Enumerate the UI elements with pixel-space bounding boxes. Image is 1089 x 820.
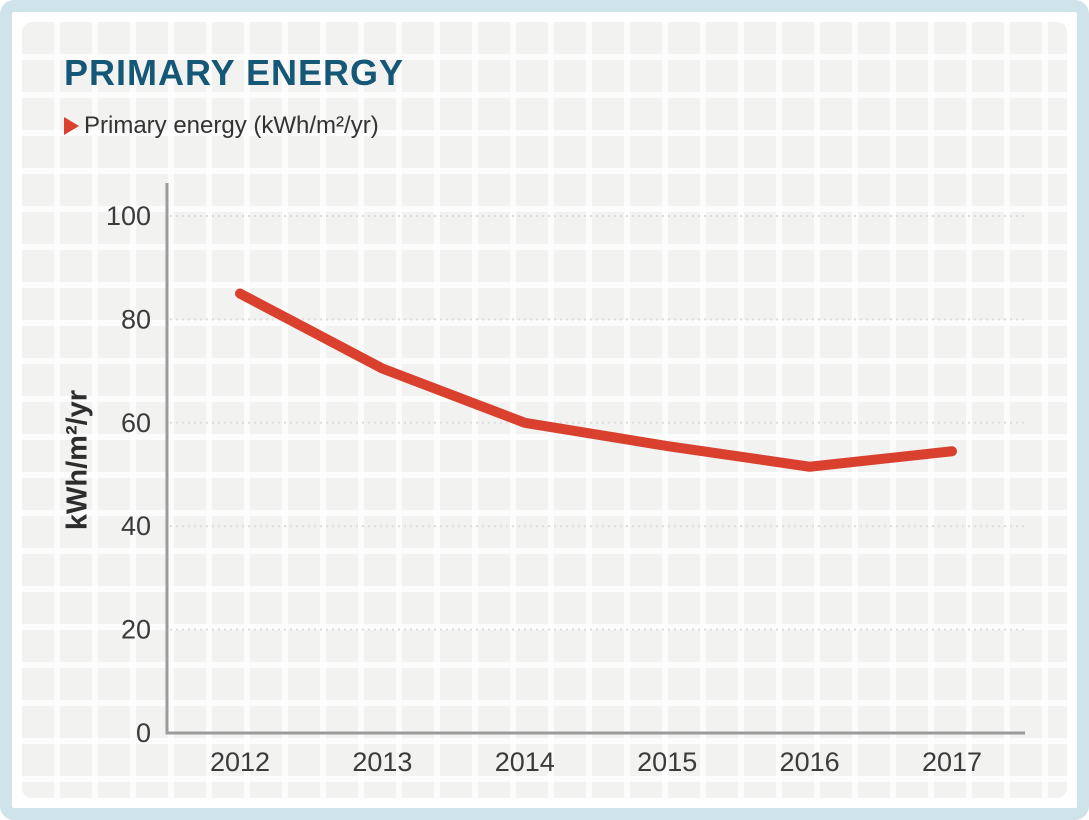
- legend: Primary energy (kWh/m²/yr): [64, 112, 379, 140]
- y-tick-label: 60: [121, 408, 151, 438]
- page-title: PRIMARY ENERGY: [64, 52, 405, 93]
- card-background-grid: [22, 22, 1067, 798]
- y-tick-label: 100: [106, 201, 151, 231]
- y-tick-label: 40: [121, 511, 151, 541]
- series-line: [235, 288, 957, 472]
- y-tick-label: 0: [136, 718, 151, 748]
- x-tick-label: 2013: [352, 747, 412, 777]
- x-tick-label: 2017: [922, 747, 982, 777]
- x-tick-label: 2014: [495, 747, 555, 777]
- x-tick-label: 2015: [637, 747, 697, 777]
- y-tick-label: 80: [121, 304, 151, 334]
- y-tick-label: 20: [121, 615, 151, 645]
- x-tick-label: 2012: [210, 747, 270, 777]
- legend-triangle-icon: [64, 117, 79, 135]
- legend-label: Primary energy (kWh/m²/yr): [84, 112, 379, 139]
- x-tick-label: 2016: [780, 747, 840, 777]
